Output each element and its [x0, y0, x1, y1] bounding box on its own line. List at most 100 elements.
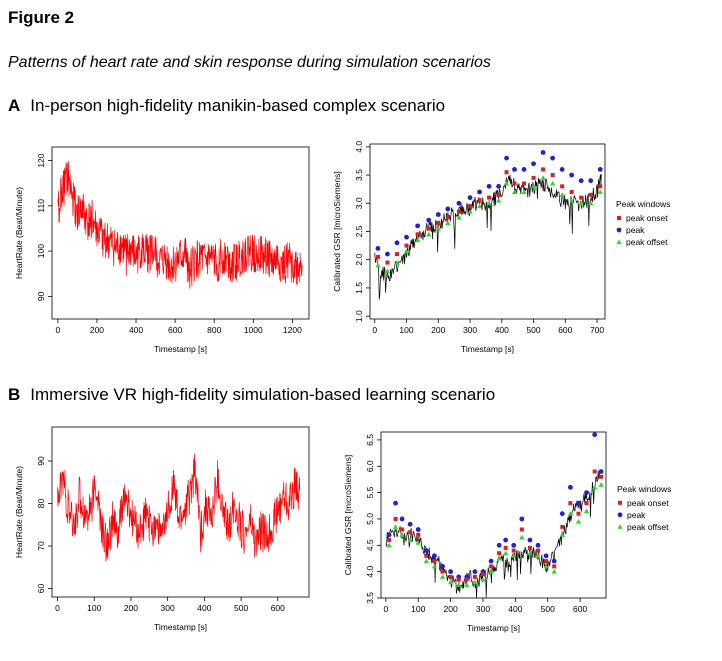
peak-point — [385, 251, 390, 257]
peak-point — [496, 542, 502, 548]
peak-offset-point — [527, 550, 533, 556]
peak-point — [415, 223, 421, 229]
peak-offset-point — [559, 532, 565, 537]
peak-onset-point — [416, 532, 421, 537]
x-tick-label: 1000 — [244, 325, 263, 335]
peak-offset-point — [415, 540, 421, 545]
y-axis-label: Calibrated GSR [microSiemens] — [332, 171, 342, 291]
peak-onset-point — [541, 167, 546, 172]
peak-onset-point — [487, 195, 492, 200]
x-tick-label: 200 — [431, 325, 445, 335]
peak-onset-point — [576, 511, 581, 516]
peak-point — [584, 490, 589, 496]
peak-offset-point — [496, 197, 502, 203]
legend-peak-onset-marker — [617, 216, 621, 220]
legend-peak-offset-marker — [616, 239, 622, 244]
peak-point — [440, 563, 445, 569]
y-tick-label: 4.5 — [365, 539, 375, 551]
peak-point — [576, 500, 581, 506]
panel-a-letter: A — [8, 96, 21, 115]
peak-offset-point — [476, 203, 483, 209]
x-tick-label: 500 — [541, 604, 555, 614]
peak-point — [540, 150, 546, 155]
peak-offset-point — [415, 237, 421, 242]
y-tick-label: 2.0 — [354, 254, 364, 266]
peak-point — [550, 155, 556, 161]
y-tick-label: 80 — [36, 499, 46, 509]
plot-frame — [51, 426, 310, 598]
peak-onset-point — [588, 192, 593, 197]
x-tick-label: 400 — [508, 604, 522, 614]
peak-point — [426, 217, 432, 223]
peak-offset-point — [521, 189, 527, 194]
peak-point — [504, 155, 509, 161]
legend-item-label: peak offset — [627, 522, 669, 532]
y-tick-label: 4.0 — [354, 141, 364, 153]
peak-offset-point — [583, 508, 590, 514]
peak-offset-point — [597, 189, 603, 194]
peak-offset-point — [403, 248, 410, 254]
peak-onset-point — [496, 192, 501, 197]
peak-offset-point — [519, 534, 525, 540]
legend-item-label: peak — [626, 225, 645, 235]
y-tick-label: 70 — [36, 541, 46, 551]
peak-point — [404, 234, 409, 240]
peak-point — [477, 189, 482, 195]
figure-title: Figure 2 — [8, 8, 75, 27]
peak-point — [375, 246, 381, 251]
peak-point — [578, 178, 584, 184]
x-tick-label: 200 — [444, 604, 458, 614]
peak-offset-point — [496, 555, 502, 561]
peak-offset-point — [472, 579, 478, 585]
y-tick-label: 5.0 — [365, 513, 375, 525]
peak-offset-point — [394, 259, 400, 265]
peak-offset-point — [480, 576, 486, 582]
legend-item-label: peak offset — [626, 237, 668, 247]
x-tick-label: 200 — [90, 325, 104, 335]
plot-frame — [51, 146, 310, 320]
x-tick-label: 600 — [558, 325, 572, 335]
legend-peak-offset-marker — [617, 524, 623, 529]
x-tick-label: 300 — [161, 603, 175, 613]
peak-point — [394, 240, 400, 246]
peak-onset-point — [400, 527, 405, 532]
peak-offset-point — [392, 524, 399, 529]
x-tick-label: 100 — [399, 325, 413, 335]
peak-point — [559, 167, 565, 172]
peak-onset-point — [568, 501, 573, 506]
peak-onset-point — [440, 569, 445, 574]
peak-onset-point — [512, 181, 517, 186]
y-tick-label: 3.5 — [354, 169, 364, 181]
y-tick-label: 110 — [36, 199, 46, 213]
peak-point — [531, 161, 536, 167]
legend-title: Peak windows — [617, 484, 671, 494]
y-tick-label: 4.0 — [365, 565, 375, 577]
y-tick-label: 6.0 — [365, 460, 375, 472]
peak-point — [432, 553, 437, 559]
peak-offset-point — [550, 180, 556, 186]
x-axis-label: Timestamp [s] — [467, 623, 520, 633]
peak-onset-point — [448, 574, 453, 579]
y-tick-label: 2.5 — [354, 225, 364, 237]
peak-point — [503, 537, 509, 543]
peak-point — [592, 432, 598, 438]
peak-onset-point — [598, 184, 603, 189]
x-tick-label: 0 — [383, 604, 388, 614]
peak-onset-point — [519, 527, 524, 532]
x-tick-label: 300 — [476, 604, 490, 614]
peak-offset-point — [503, 550, 509, 556]
peak-offset-point — [384, 268, 391, 274]
peak-onset-point — [497, 551, 502, 556]
x-tick-label: 200 — [124, 603, 138, 613]
x-axis-label: Timestamp [s] — [461, 344, 514, 354]
peak-onset-point — [394, 252, 399, 257]
x-tick-label: 500 — [526, 325, 540, 335]
peak-point — [488, 558, 494, 564]
peak-offset-point — [592, 484, 598, 490]
peak-onset-point — [560, 524, 565, 529]
peak-offset-point — [448, 579, 454, 585]
peak-onset-point — [385, 260, 390, 265]
peak-onset-point — [504, 170, 509, 175]
x-tick-label: 0 — [55, 603, 60, 613]
